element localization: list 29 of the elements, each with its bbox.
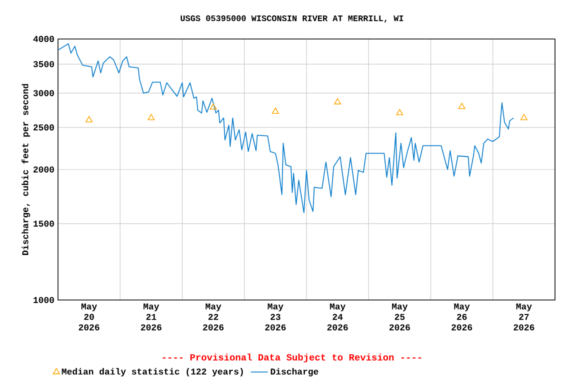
text: ---- Provisional Data Subject to Revision ---- [162, 354, 422, 362]
y-tick-label: 2500 [33, 124, 54, 131]
x-tick-label: May 22 2026 [203, 304, 224, 330]
x-tick-label: May 26 2026 [452, 304, 472, 330]
point [86, 116, 93, 122]
y-axis-title: Discharge, cubic feet per second [22, 84, 30, 255]
point [148, 114, 155, 120]
point [520, 114, 528, 120]
point [334, 98, 342, 104]
point [210, 104, 217, 110]
x-tick-label: May 24 2026 [327, 304, 348, 330]
chart-title: USGS 05395000 WISCONSIN RIVER AT MERRILL, WI [180, 15, 404, 23]
point [458, 102, 466, 110]
y-tick-label: 3000 [33, 90, 54, 96]
x-tick-label: May 25 2026 [389, 304, 410, 330]
y-tick-label: 3500 [33, 61, 54, 68]
point [272, 108, 279, 114]
y-tick-label: 1000 [34, 296, 54, 304]
legend-label: Discharge [270, 368, 318, 376]
legend-label: Median daily statistic (122 years) [62, 368, 243, 376]
x-tick-label: May 20 2026 [78, 304, 100, 330]
y-tick-label: 2000 [33, 166, 54, 173]
x-tick-label: May 27 2026 [514, 304, 534, 330]
line-series [58, 43, 514, 214]
point [396, 109, 404, 116]
x-tick-label: May 23 2026 [265, 304, 286, 330]
x-tick-label: May 21 2026 [140, 304, 162, 330]
y-tick-label: 1500 [34, 220, 54, 227]
y-tick-label: 4000 [33, 36, 54, 42]
